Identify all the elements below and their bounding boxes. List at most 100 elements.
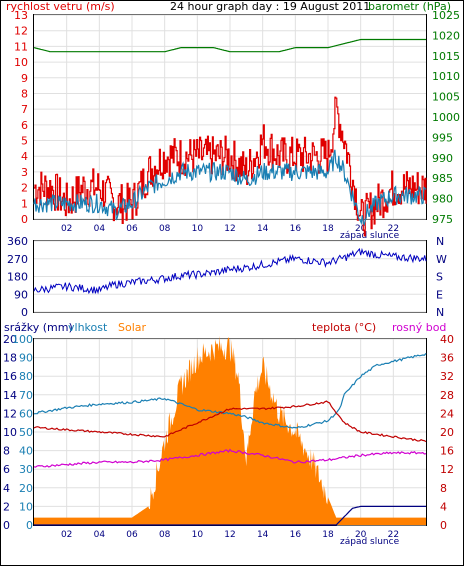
tick-label-temperature: 16	[440, 445, 454, 458]
tick-label-wind: 0	[21, 213, 28, 226]
compass-label: W	[436, 253, 447, 266]
tick-label-hour: 08	[159, 224, 171, 234]
tick-label-hour: 16	[290, 224, 302, 234]
series-line-wind	[34, 96, 427, 237]
tick-label-hour: 22	[388, 530, 399, 540]
tick-label-hour: 12	[224, 224, 235, 234]
tick-label-hour: 06	[126, 224, 138, 234]
tick-label-hour: 04	[94, 530, 106, 540]
tick-label-hour: 06	[126, 530, 138, 540]
humidity-label: vlhkost	[68, 321, 108, 334]
dew-point-label: rosný bod	[392, 321, 446, 334]
tick-label-pressure: 1005	[432, 91, 460, 104]
tick-label-pressure: 990	[432, 152, 453, 165]
tick-label-rain: 4	[3, 482, 10, 495]
tick-label-pressure: 1025	[432, 9, 460, 22]
tick-label-pressure: 1015	[432, 50, 460, 63]
tick-label-temperature: 28	[440, 389, 454, 402]
tick-label-temperature: 40	[440, 333, 454, 346]
tick-label-rain: 2	[3, 500, 10, 513]
compass-label: E	[436, 288, 443, 301]
tick-label-hour: 20	[355, 224, 367, 234]
solar-label: Solar	[118, 321, 147, 334]
tick-label-rain: 16	[3, 370, 17, 383]
tick-label-hour: 18	[322, 530, 334, 540]
tick-label-temperature: 24	[440, 407, 454, 420]
tick-label-hour: 18	[322, 224, 334, 234]
tick-label-rain: 8	[3, 445, 10, 458]
tick-label-hour: 12	[224, 530, 235, 540]
temperature-label: teplota (°C)	[312, 321, 376, 334]
tick-label-pressure: 980	[432, 193, 453, 206]
tick-label-wind: 9	[21, 72, 28, 85]
tick-label-humidity: 60	[19, 407, 33, 420]
tick-label-humidity: 30	[19, 463, 33, 476]
tick-label-direction: 0	[21, 306, 28, 319]
tick-label-wind: 5	[21, 135, 28, 148]
tick-label-temperature: 12	[440, 463, 454, 476]
series-line-gust	[33, 149, 427, 226]
tick-label-pressure: 1020	[432, 29, 460, 42]
tick-label-humidity: 80	[19, 370, 33, 383]
tick-label-rain: 20	[3, 333, 17, 346]
tick-label-temperature: 8	[440, 482, 447, 495]
tick-label-temperature: 36	[440, 352, 454, 365]
tick-label-humidity: 50	[19, 426, 33, 439]
tick-label-hour: 14	[257, 224, 269, 234]
tick-label-temperature: 20	[440, 426, 454, 439]
tick-label-wind: 4	[21, 150, 28, 163]
tick-label-pressure: 985	[432, 172, 453, 185]
tick-label-direction: 270	[7, 253, 28, 266]
tick-label-pressure: 1000	[432, 111, 460, 124]
tick-label-wind: 2	[21, 182, 28, 195]
tick-label-rain: 10	[3, 426, 17, 439]
tick-label-rain: 12	[3, 407, 17, 420]
tick-label-rain: 14	[3, 389, 17, 402]
compass-label: N	[436, 306, 444, 319]
tick-label-hour: 02	[61, 530, 72, 540]
tick-label-hour: 14	[257, 530, 269, 540]
tick-label-wind: 8	[21, 87, 28, 100]
tick-label-humidity: 0	[26, 519, 33, 532]
tick-label-humidity: 10	[19, 500, 33, 513]
series-line-pressure	[33, 38, 426, 53]
tick-label-pressure: 995	[432, 131, 453, 144]
tick-label-humidity: 20	[19, 482, 33, 495]
chart-title: 24 hour graph day : 19 August 2011	[170, 0, 370, 13]
tick-label-hour: 16	[290, 530, 302, 540]
compass-label: N	[436, 235, 444, 248]
tick-label-humidity: 100	[12, 333, 33, 346]
compass-label: S	[436, 271, 443, 284]
tick-label-hour: 10	[192, 530, 204, 540]
tick-label-rain: 0	[3, 519, 10, 532]
pressure-axis-label: barometr (hPa)	[368, 0, 451, 13]
series-line-rain	[34, 505, 426, 526]
tick-label-rain: 6	[3, 463, 10, 476]
tick-label-temperature: 32	[440, 370, 454, 383]
tick-label-wind: 10	[14, 56, 28, 69]
sunset-annotation-2: západ slunce	[340, 537, 400, 547]
tick-label-wind: 1	[21, 197, 28, 210]
series-line-dew-point	[33, 448, 427, 468]
tick-label-hour: 04	[94, 224, 106, 234]
tick-label-humidity: 90	[19, 352, 33, 365]
tick-label-wind: 6	[21, 119, 28, 132]
series-line-direction	[33, 247, 427, 295]
series-line-humidity	[33, 353, 427, 429]
tick-label-direction: 180	[7, 271, 28, 284]
tick-label-rain: 18	[3, 352, 17, 365]
tick-label-wind: 11	[14, 40, 28, 53]
tick-label-direction: 360	[7, 235, 28, 248]
rain-axis-label: srážky (mm)	[4, 321, 73, 334]
tick-label-hour: 08	[159, 530, 171, 540]
tick-label-pressure: 975	[432, 213, 453, 226]
tick-label-temperature: 0	[440, 519, 447, 532]
wind-axis-label: rychlost vetru (m/s)	[6, 0, 115, 13]
tick-label-humidity: 40	[19, 445, 33, 458]
tick-label-wind: 12	[14, 25, 28, 38]
series-line-temperature	[33, 400, 427, 443]
series-area-solar	[34, 335, 426, 525]
tick-label-hour: 20	[355, 530, 367, 540]
tick-label-hour: 02	[61, 224, 72, 234]
